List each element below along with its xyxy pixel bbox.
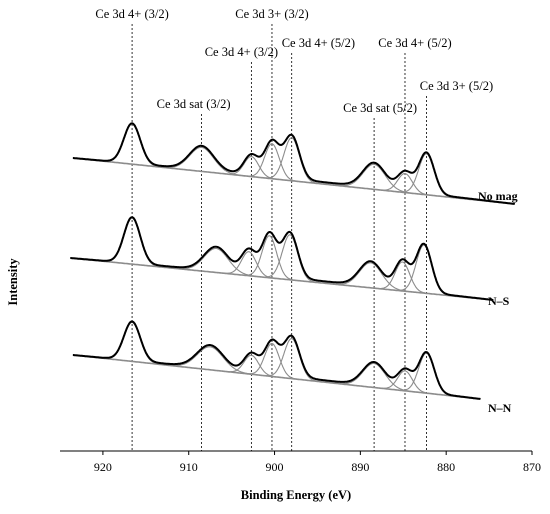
reference-label: Ce 3d sat (5/2) [343, 101, 417, 115]
component-peak [373, 261, 432, 295]
component-peak [242, 342, 302, 381]
x-tick-label: 900 [266, 460, 284, 474]
x-tick-label: 880 [437, 460, 455, 474]
reference-label: Ce 3d 3+ (5/2) [420, 79, 493, 93]
envelope-curve [72, 320, 481, 400]
x-tick-label: 910 [180, 460, 198, 474]
x-axis-label: Binding Energy (eV) [241, 488, 351, 502]
reference-label: Ce 3d 4+ (3/2) [95, 7, 168, 21]
series-labels: No mag N–S N–N [478, 189, 518, 415]
x-tick-label: 920 [94, 460, 112, 474]
reference-label: Ce 3d sat (3/2) [157, 97, 231, 111]
reference-labels: Ce 3d 4+ (3/2) Ce 3d sat (3/2) Ce 3d 4+ (3… [95, 7, 493, 115]
component-peak [258, 234, 322, 284]
series-label: No mag [478, 189, 518, 203]
component-peak [375, 370, 435, 395]
component-peak [375, 173, 435, 197]
spectrum-3 [72, 320, 481, 400]
y-axis-label: Intensity [6, 258, 20, 306]
component-peak [260, 338, 323, 383]
x-tick-label: 870 [523, 460, 541, 474]
component-peak [240, 235, 299, 282]
spectrum-2 [70, 216, 494, 301]
reference-label: Ce 3d 4+ (5/2) [378, 36, 451, 50]
series-label: N–N [488, 401, 512, 415]
reference-lines [131, 24, 427, 451]
x-axis: 920 910 900 890 880 870 [60, 450, 541, 474]
reference-label: Ce 3d 3+ (3/2) [235, 7, 308, 21]
series-label: N–S [488, 294, 510, 308]
component-peak [392, 244, 455, 297]
reference-label: Ce 3d 4+ (3/2) [205, 45, 278, 59]
reference-label: Ce 3d 4+ (5/2) [282, 36, 355, 50]
x-tick-label: 890 [351, 460, 369, 474]
envelope-curve [70, 216, 494, 301]
envelope-curve [72, 122, 516, 205]
component-peak [242, 143, 302, 183]
component-peak [260, 137, 323, 185]
component-peak [158, 346, 262, 376]
spectrum-1 [72, 122, 516, 205]
spectra [70, 122, 516, 400]
background-curve [70, 257, 493, 301]
